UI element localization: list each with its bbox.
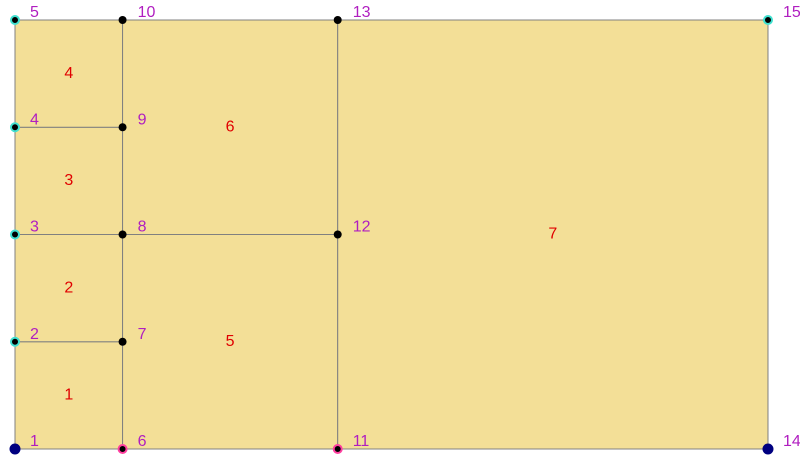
node-label-9: 9 — [138, 111, 147, 128]
node-label-12: 12 — [353, 219, 371, 236]
node-label-15: 15 — [783, 4, 800, 21]
node-label-11: 11 — [353, 433, 370, 450]
node-label-6: 6 — [138, 433, 147, 450]
node-label-3: 3 — [30, 219, 39, 236]
node-label-14: 14 — [783, 433, 800, 450]
cell-label-3: 3 — [64, 172, 73, 189]
node-8 — [118, 230, 127, 239]
node-3 — [10, 229, 20, 240]
node-label-7: 7 — [138, 326, 147, 343]
cell-label-2: 2 — [64, 279, 73, 296]
node-6 — [117, 444, 128, 454]
node-11 — [332, 444, 343, 454]
node-label-4: 4 — [30, 111, 39, 128]
cell-label-4: 4 — [64, 65, 73, 82]
node-14 — [762, 443, 774, 455]
node-label-5: 5 — [30, 4, 39, 21]
cell-label-5: 5 — [226, 333, 235, 350]
node-label-13: 13 — [353, 4, 371, 21]
node-15 — [762, 15, 773, 25]
node-label-2: 2 — [30, 326, 39, 343]
node-9 — [118, 123, 127, 132]
cells-layer — [14, 19, 769, 450]
node-7 — [118, 337, 127, 346]
node-label-8: 8 — [138, 219, 147, 236]
node-label-1: 1 — [30, 433, 39, 450]
cell-label-1: 1 — [64, 387, 73, 404]
cell-label-7: 7 — [548, 226, 557, 243]
node-12 — [333, 230, 342, 239]
node-10 — [118, 16, 127, 24]
node-4 — [10, 122, 20, 133]
node-5 — [10, 15, 20, 25]
node-1 — [9, 443, 21, 455]
node-13 — [333, 16, 342, 24]
node-2 — [10, 336, 20, 347]
nodes-layer — [9, 15, 774, 455]
node-label-10: 10 — [138, 4, 156, 21]
cell-label-6: 6 — [226, 118, 235, 135]
